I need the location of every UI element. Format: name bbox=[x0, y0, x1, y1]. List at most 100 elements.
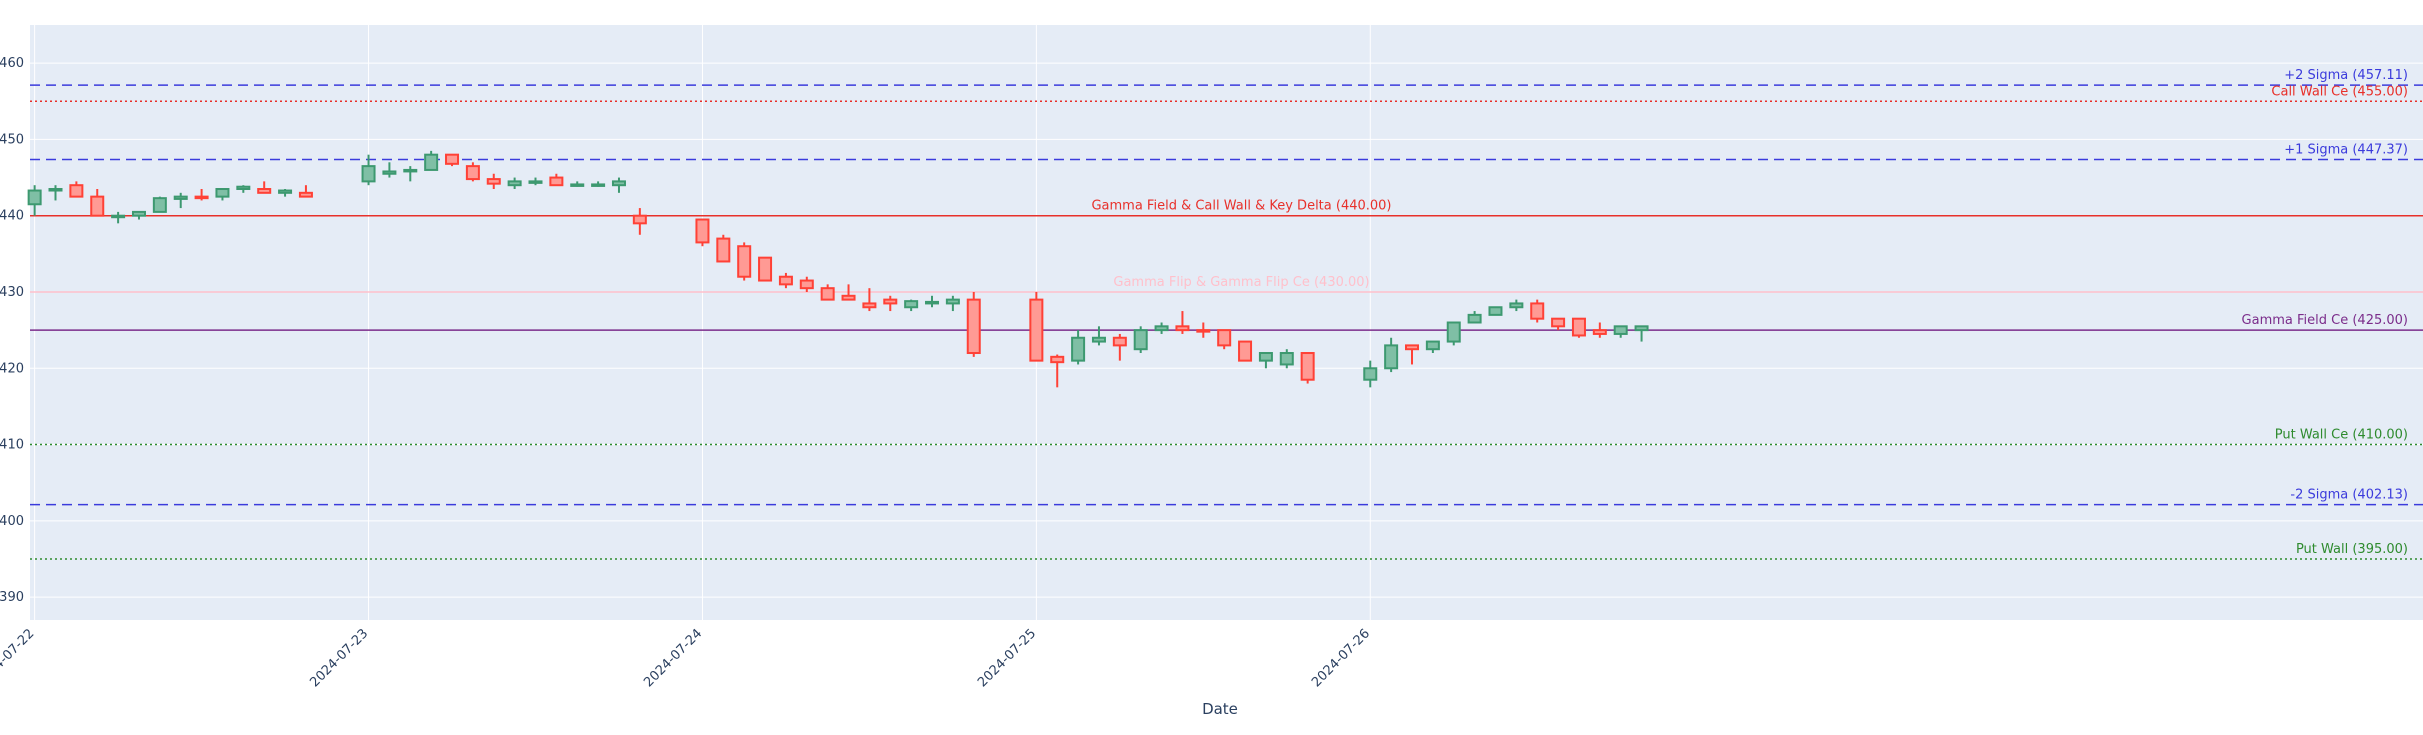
candle-body bbox=[1258, 352, 1273, 362]
candle bbox=[1196, 322, 1211, 338]
candle bbox=[111, 211, 126, 224]
candle-body bbox=[111, 214, 126, 219]
candle-body bbox=[1551, 317, 1566, 328]
y-tick-label: 440 bbox=[0, 209, 24, 224]
candle-body bbox=[1238, 340, 1253, 362]
candle bbox=[549, 173, 564, 187]
candle-body bbox=[257, 188, 272, 194]
candle bbox=[152, 196, 167, 213]
candle bbox=[1175, 311, 1190, 334]
candle-body bbox=[1405, 344, 1420, 351]
candle bbox=[1050, 354, 1065, 388]
candle bbox=[716, 234, 731, 263]
candle-body bbox=[1509, 302, 1524, 309]
candle bbox=[611, 177, 626, 193]
candle-body bbox=[966, 298, 981, 355]
candle-body bbox=[1488, 306, 1503, 316]
candle bbox=[298, 185, 313, 198]
candle-body bbox=[1071, 336, 1086, 362]
candle bbox=[1488, 306, 1503, 316]
level-label: Gamma Flip & Gamma Flip Ce (430.00) bbox=[1113, 275, 1369, 290]
candle bbox=[1467, 311, 1482, 324]
candle bbox=[1405, 344, 1420, 365]
candle bbox=[1154, 322, 1169, 334]
candle bbox=[257, 181, 272, 194]
level-label: Call Wall Ce (455.00) bbox=[2271, 84, 2408, 99]
candle bbox=[382, 162, 397, 178]
candles bbox=[27, 150, 1649, 388]
candle bbox=[737, 242, 752, 281]
candle bbox=[1071, 330, 1086, 365]
candle bbox=[1238, 340, 1253, 362]
candle-body bbox=[403, 168, 418, 173]
candle-body bbox=[925, 300, 940, 305]
candle bbox=[465, 162, 480, 182]
candle bbox=[1363, 360, 1378, 388]
candle-body bbox=[1425, 340, 1440, 351]
candle bbox=[695, 218, 710, 247]
candle-body bbox=[486, 178, 501, 185]
candle-body bbox=[1530, 302, 1545, 320]
candle bbox=[131, 210, 146, 220]
candle-body bbox=[591, 183, 606, 187]
level-label: Gamma Field & Call Wall & Key Delta (440… bbox=[1091, 199, 1391, 214]
candle-body bbox=[1363, 367, 1378, 381]
candle bbox=[403, 166, 418, 182]
candle-body bbox=[131, 210, 146, 217]
candle bbox=[1551, 317, 1566, 331]
candle-body bbox=[528, 180, 543, 184]
candle bbox=[1112, 333, 1127, 361]
candle bbox=[48, 185, 63, 201]
candle bbox=[1613, 325, 1628, 338]
candle-body bbox=[236, 185, 251, 191]
candle bbox=[570, 181, 585, 187]
candle bbox=[1258, 352, 1273, 369]
candle bbox=[27, 185, 42, 216]
candle bbox=[841, 284, 856, 301]
candle bbox=[1029, 291, 1044, 362]
candle-body bbox=[152, 197, 167, 213]
candle bbox=[1509, 299, 1524, 312]
candle-body bbox=[298, 191, 313, 198]
level-labels: +2 Sigma (457.11)Call Wall Ce (455.00) +1… bbox=[1091, 68, 2408, 557]
y-tick-label: 410 bbox=[0, 438, 24, 453]
candle bbox=[69, 181, 84, 198]
candle-body bbox=[1300, 352, 1315, 381]
candle bbox=[1530, 299, 1545, 323]
candle bbox=[758, 256, 773, 282]
candle-body bbox=[1029, 298, 1044, 362]
candle bbox=[1279, 349, 1294, 369]
candle-body bbox=[883, 298, 898, 305]
candle-body bbox=[1175, 325, 1190, 332]
candle bbox=[236, 185, 251, 193]
candle-body bbox=[841, 294, 856, 301]
y-tick-label: 450 bbox=[0, 132, 24, 147]
candle bbox=[90, 189, 105, 217]
candle-body bbox=[1050, 355, 1065, 364]
level-label: +1 Sigma (447.37) bbox=[2284, 142, 2408, 157]
candle-body bbox=[549, 176, 564, 187]
candle-body bbox=[632, 214, 647, 225]
candle-body bbox=[69, 184, 84, 198]
candle bbox=[1592, 322, 1607, 338]
candle bbox=[1446, 321, 1461, 346]
candle-body bbox=[215, 188, 230, 198]
candle-body bbox=[424, 153, 439, 171]
candle-body bbox=[1384, 344, 1399, 370]
candle bbox=[820, 284, 835, 301]
y-axis: 390 400 410 420 430 440 450 460 bbox=[0, 56, 24, 605]
candle-body bbox=[1571, 317, 1586, 337]
candle bbox=[778, 272, 793, 289]
candle-body bbox=[1467, 313, 1482, 324]
candle-body bbox=[1112, 336, 1127, 347]
candle bbox=[632, 208, 647, 235]
candle bbox=[278, 189, 293, 197]
candle-body bbox=[737, 245, 752, 278]
plot-area bbox=[30, 25, 2423, 620]
candle-body bbox=[1634, 325, 1649, 332]
x-axis-title: Date bbox=[1202, 700, 1238, 718]
candle-body bbox=[778, 275, 793, 286]
candle-body bbox=[1446, 321, 1461, 343]
candle bbox=[883, 295, 898, 312]
